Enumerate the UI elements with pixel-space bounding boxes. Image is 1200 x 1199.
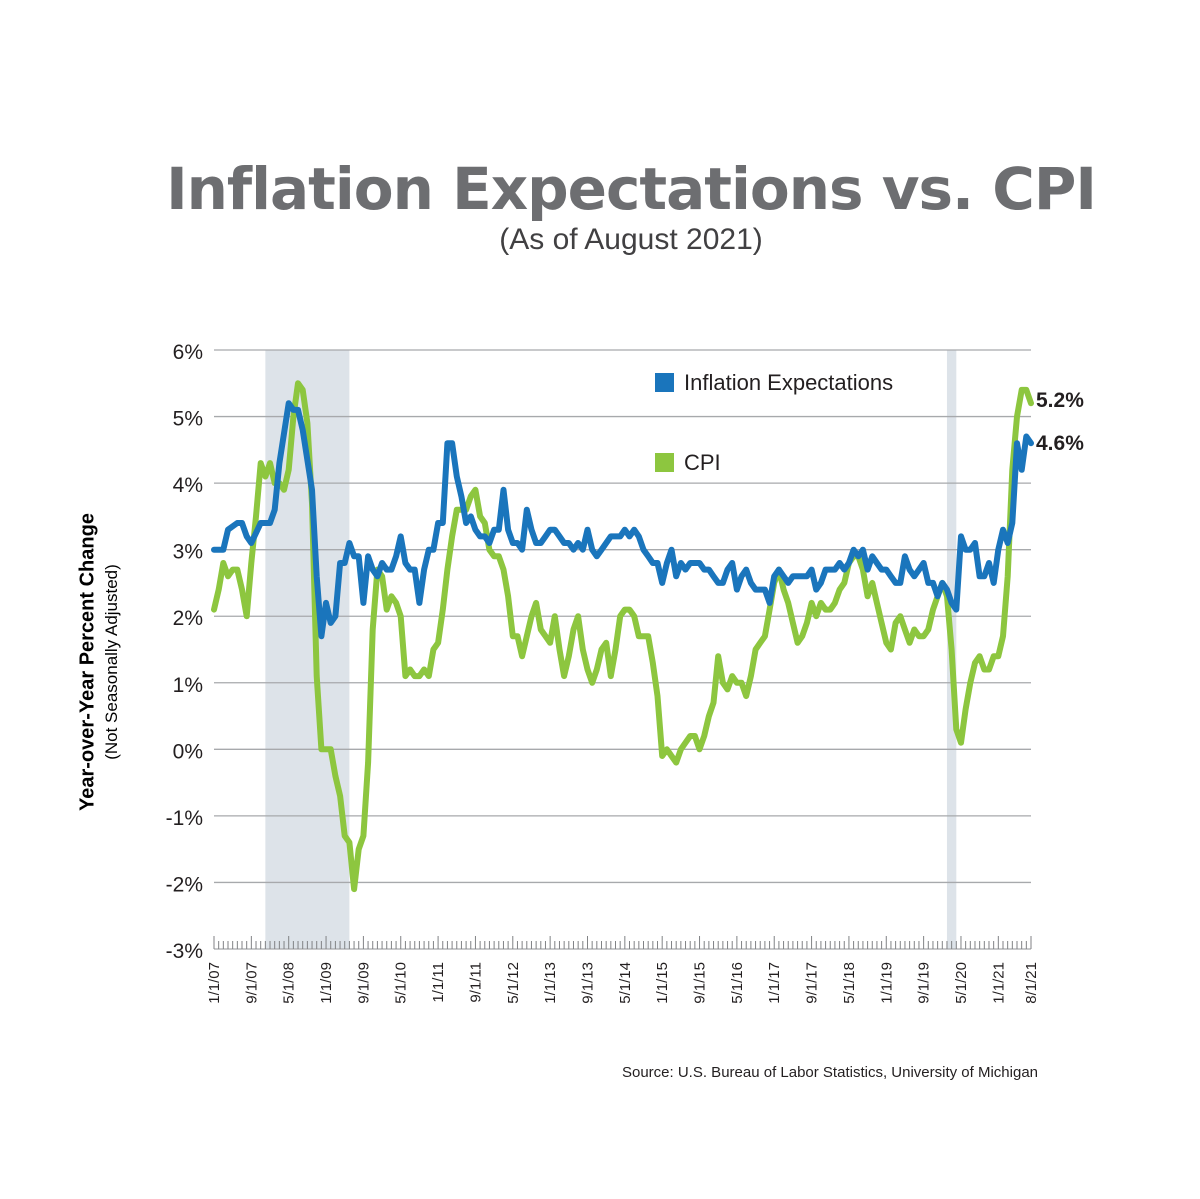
x-tick-label: 9/1/15 [692, 962, 709, 1004]
y-tick-label: 0% [173, 740, 203, 763]
x-tick-label: 1/1/17 [766, 962, 783, 1004]
cpi-end-label: 5.2% [1036, 389, 1084, 412]
y-tick-label: -3% [166, 940, 203, 963]
y-tick-label: 2% [173, 607, 203, 630]
x-tick-label: 5/1/20 [953, 962, 970, 1004]
legend-swatch-cpi [655, 453, 674, 472]
x-tick-label: 5/1/18 [841, 962, 858, 1004]
x-tick-label: 5/1/08 [281, 962, 298, 1004]
x-tick-label: 5/1/16 [729, 962, 746, 1004]
cpi-line [211, 380, 1034, 893]
y-tick-label: -1% [166, 807, 203, 830]
chart-title: Inflation Expectations vs. CPI [166, 155, 1097, 223]
x-tick-label: 5/1/10 [393, 962, 410, 1004]
x-axis-ticks: 1/1/07 9/1/07 5/1/08 1/1/09 9/1/09 5/1/10 1/1/… [206, 936, 1040, 1004]
series-lines [211, 380, 1034, 893]
x-tick-label: 9/1/17 [804, 962, 821, 1004]
x-tick-label: 5/1/14 [617, 962, 634, 1004]
y-tick-label: 1% [173, 674, 203, 697]
legend: Inflation Expectations CPI [655, 370, 893, 475]
recession-shading [265, 350, 957, 949]
y-tick-label: -2% [166, 873, 203, 896]
x-tick-label: 1/1/07 [206, 962, 223, 1004]
legend-label-cpi: CPI [684, 450, 721, 475]
source-note: Source: U.S. Bureau of Labor Statistics,… [621, 1064, 1038, 1081]
x-tick-label: 1/1/13 [542, 962, 559, 1004]
x-tick-label: 1/1/09 [318, 962, 335, 1004]
legend-swatch-expectations [655, 373, 674, 392]
x-tick-label: 1/1/11 [430, 962, 447, 1003]
y-tick-label: 3% [173, 541, 203, 564]
x-tick-label: 9/1/19 [916, 962, 933, 1004]
y-tick-label: 6% [173, 341, 203, 364]
x-tick-label: 1/1/19 [878, 962, 895, 1004]
y-tick-label: 5% [173, 408, 203, 431]
y-tick-labels: 6% 5% 4% 3% 2% 1% 0% -1% -2% -3% [166, 341, 203, 963]
end-labels: 5.2% 4.6% [1036, 389, 1084, 455]
x-tick-label: 5/1/12 [505, 962, 522, 1004]
x-tick-label: 8/1/21 [1023, 962, 1040, 1004]
expectations-end-label: 4.6% [1036, 432, 1084, 455]
x-tick-label: 9/1/09 [355, 962, 372, 1004]
x-tick-label: 1/1/21 [990, 962, 1007, 1004]
x-tick-label: 9/1/07 [243, 962, 260, 1004]
legend-label-expectations: Inflation Expectations [684, 370, 893, 395]
x-tick-label: 1/1/15 [654, 962, 671, 1004]
x-tick-label: 9/1/11 [467, 962, 484, 1003]
y-tick-label: 4% [173, 474, 203, 497]
x-tick-label: 9/1/13 [579, 962, 596, 1004]
inflation-expectations-line [211, 400, 1034, 640]
chart-subtitle: (As of August 2021) [499, 223, 763, 256]
